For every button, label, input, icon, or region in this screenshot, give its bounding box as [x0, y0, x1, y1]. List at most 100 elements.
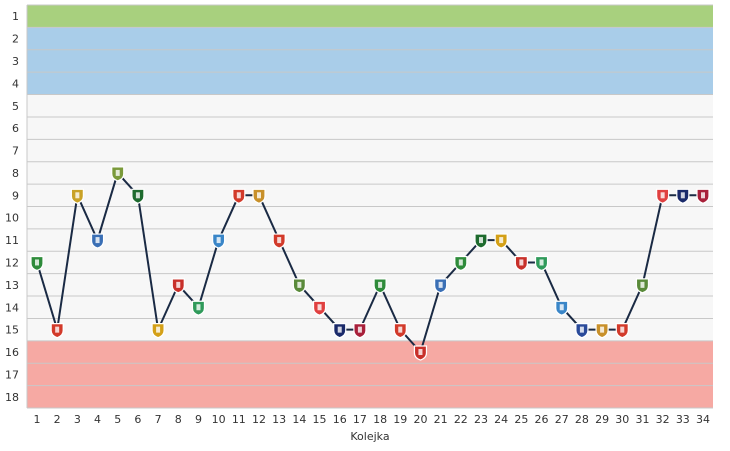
crest-detail [660, 192, 665, 199]
x-tick-label: 14 [292, 413, 306, 426]
x-tick-label: 18 [373, 413, 387, 426]
band-4 [27, 340, 713, 408]
y-tick-label: 14 [5, 301, 19, 314]
y-tick-label: 7 [12, 145, 19, 158]
x-tick-label: 20 [413, 413, 427, 426]
x-tick-label: 28 [575, 413, 589, 426]
x-tick-label: 6 [134, 413, 141, 426]
x-tick-label: 4 [94, 413, 101, 426]
data-point [534, 255, 549, 272]
data-point [514, 255, 528, 272]
data-point [312, 300, 327, 316]
data-point [474, 233, 488, 249]
data-point [434, 278, 448, 294]
crest-detail [35, 259, 39, 266]
crest-detail [317, 304, 322, 311]
crest-detail [337, 326, 342, 333]
x-tick-label: 25 [514, 413, 528, 426]
crest-detail [95, 237, 100, 244]
x-tick-label: 21 [434, 413, 448, 426]
data-point [151, 323, 165, 339]
crest-detail [600, 326, 605, 333]
crest-detail [620, 326, 625, 333]
crest-detail [499, 237, 504, 244]
data-point [575, 323, 589, 339]
crest-detail [559, 304, 564, 311]
crest-detail [680, 192, 685, 199]
data-point [70, 188, 84, 204]
crest-detail [579, 326, 584, 333]
x-tick-label: 1 [34, 413, 41, 426]
y-tick-label: 4 [12, 77, 19, 90]
crest-detail [277, 237, 282, 244]
crest-detail [55, 326, 60, 333]
crest-detail [640, 281, 645, 288]
data-point [696, 188, 710, 204]
data-point [272, 233, 286, 249]
x-tick-label: 34 [696, 413, 710, 426]
data-point [191, 300, 206, 316]
data-point [333, 323, 347, 339]
crest-detail [378, 281, 383, 288]
y-tick-label: 1 [12, 10, 19, 23]
series-line [36, 170, 703, 354]
data-points [30, 166, 710, 361]
x-tick-label: 22 [454, 413, 468, 426]
y-tick-label: 6 [12, 122, 19, 135]
x-tick-label: 19 [393, 413, 407, 426]
y-tick-label: 13 [5, 279, 19, 292]
data-point [131, 188, 145, 204]
crest-detail [236, 192, 241, 199]
y-tick-label: 9 [12, 189, 19, 202]
y-tick-label: 17 [5, 368, 19, 381]
band-1 [27, 5, 713, 28]
data-point [494, 233, 508, 249]
data-point [615, 323, 629, 339]
crest-detail [216, 237, 221, 244]
x-tick-label: 27 [555, 413, 569, 426]
crest-detail [156, 326, 161, 333]
x-tick-label: 5 [114, 413, 121, 426]
y-tick-label: 2 [12, 33, 19, 46]
x-tick-label: 9 [195, 413, 202, 426]
y-tick-label: 15 [5, 324, 19, 337]
data-point [30, 255, 44, 272]
y-tick-label: 3 [12, 55, 19, 68]
data-point [413, 345, 428, 361]
crest-detail [438, 281, 443, 288]
data-point [393, 323, 407, 339]
x-tick-label: 8 [175, 413, 182, 426]
x-tick-label: 31 [635, 413, 649, 426]
data-point [635, 278, 650, 294]
data-point [595, 323, 609, 339]
x-tick-label: 26 [535, 413, 549, 426]
data-point [232, 188, 246, 204]
data-point [555, 300, 569, 316]
crest-detail [176, 281, 181, 288]
crest-detail [398, 326, 403, 333]
crest-detail [297, 281, 302, 288]
crest-detail [115, 169, 120, 176]
y-tick-label: 8 [12, 167, 19, 180]
data-point [454, 255, 468, 272]
y-tick-label: 11 [5, 234, 19, 247]
x-tick-label: 7 [155, 413, 162, 426]
x-tick-label: 16 [333, 413, 347, 426]
crest-detail [196, 304, 201, 311]
data-point [373, 278, 387, 294]
x-tick-label: 15 [313, 413, 327, 426]
crest-detail [539, 259, 544, 266]
data-point [292, 278, 306, 294]
data-point [50, 323, 64, 339]
x-axis-title: Kolejka [350, 430, 389, 443]
x-tick-label: 29 [595, 413, 609, 426]
x-tick-label: 12 [252, 413, 266, 426]
y-tick-label: 18 [5, 391, 19, 404]
x-tick-label: 2 [54, 413, 61, 426]
x-tick-label: 17 [353, 413, 367, 426]
data-point [212, 233, 226, 249]
crest-detail [357, 326, 362, 333]
grid-lines [26, 4, 713, 409]
data-point [171, 278, 185, 294]
x-tick-label: 23 [474, 413, 488, 426]
